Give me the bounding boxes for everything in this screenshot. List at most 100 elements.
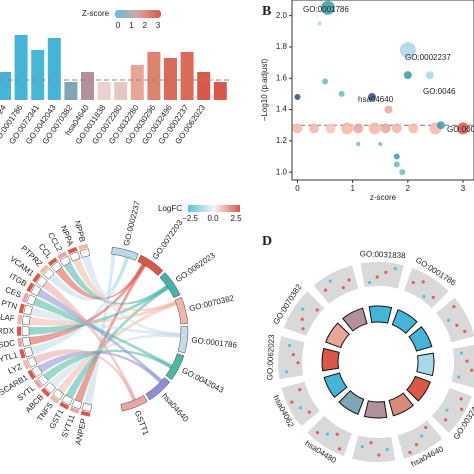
x-tick-label: 2	[406, 184, 411, 193]
bar	[64, 82, 78, 100]
dot	[385, 447, 389, 452]
point	[378, 142, 383, 146]
gene-logfc	[19, 348, 26, 359]
set-label: GO:0002237	[122, 200, 142, 247]
point	[399, 42, 416, 59]
dot	[414, 442, 419, 447]
point	[353, 123, 364, 134]
outer-sector	[313, 265, 359, 304]
set-arc	[159, 272, 181, 299]
bar	[47, 38, 61, 100]
ribbon	[29, 301, 177, 326]
annotation: GO:0001786	[303, 5, 349, 14]
dot	[315, 308, 319, 312]
dot	[455, 323, 459, 327]
gene-label: LYZ	[7, 362, 24, 376]
ribbon	[48, 256, 129, 301]
set-arc	[111, 247, 139, 261]
dot	[422, 294, 426, 299]
point	[436, 121, 445, 130]
dot	[408, 450, 412, 455]
y-axis-label: −Log10 (p.adjust)	[260, 58, 269, 121]
set-arc	[177, 326, 189, 354]
x-tick-label: 24	[0, 103, 8, 116]
bar	[213, 82, 227, 100]
gene-logfc	[33, 379, 43, 389]
legend-tick-label: −2.5	[182, 214, 198, 223]
set-arc	[174, 297, 189, 325]
set-label: GO:0042043	[180, 366, 225, 395]
point	[368, 122, 381, 135]
gene-logfc	[67, 246, 78, 255]
dot	[421, 280, 425, 284]
ribbon	[29, 285, 169, 336]
point	[322, 78, 329, 85]
outer-sector	[278, 336, 305, 380]
inner-segment	[388, 392, 414, 417]
dot	[465, 359, 469, 363]
set-label: GSTT1	[133, 409, 151, 437]
dot	[301, 327, 305, 331]
outer-sector	[397, 420, 443, 459]
gene-logfc	[17, 326, 22, 336]
gene-arc	[26, 294, 37, 306]
legend-tick-label: 3	[156, 21, 161, 30]
x-tick-label: 0	[295, 184, 300, 193]
point	[317, 21, 322, 26]
point	[309, 123, 320, 134]
point	[367, 93, 376, 102]
legend-title: Z-score	[82, 9, 110, 18]
dot	[424, 425, 428, 430]
gene-arc	[23, 346, 34, 358]
gene-logfc	[18, 303, 25, 314]
gene-label: SLAF	[0, 312, 15, 323]
x-axis-label: z-score	[370, 193, 397, 202]
gene-arc	[52, 388, 65, 401]
gene-arc	[26, 356, 38, 368]
point	[341, 122, 354, 135]
gene-arc	[22, 336, 31, 347]
inner-segment	[416, 352, 435, 377]
dot	[335, 432, 339, 436]
dot	[290, 400, 294, 404]
gene-logfc	[22, 359, 30, 370]
point	[393, 161, 400, 168]
inner-segment	[368, 305, 393, 324]
inner-segment	[391, 309, 418, 334]
legend-gradient	[188, 205, 240, 212]
gene-logfc	[78, 243, 89, 250]
gene-arc	[44, 381, 57, 394]
point	[408, 123, 419, 134]
point	[393, 153, 400, 160]
gene-logfc	[57, 251, 68, 260]
gene-arc	[36, 275, 48, 288]
set-arc	[120, 395, 148, 412]
inner-segment	[338, 390, 365, 415]
ribbon	[63, 262, 169, 305]
dot	[347, 278, 351, 282]
inner-segment	[342, 307, 368, 332]
dot	[315, 431, 320, 435]
ribbon	[43, 349, 173, 381]
legend-tick-label: 2	[142, 21, 147, 30]
y-tick-label: 1.8	[276, 42, 288, 51]
panel-label: D	[262, 234, 272, 249]
dot	[296, 361, 300, 365]
bar	[180, 52, 194, 100]
inner-segment	[323, 372, 348, 398]
dot	[452, 305, 456, 309]
outer-sector	[451, 345, 474, 388]
dot	[301, 307, 305, 311]
outer-sector	[360, 262, 404, 289]
set-label: hsa04640	[160, 391, 191, 424]
dot	[393, 267, 398, 271]
dot	[411, 280, 415, 285]
dot	[298, 406, 303, 410]
bar	[0, 72, 11, 100]
ribbon	[81, 255, 181, 337]
gene-arc	[50, 261, 63, 273]
inner-segment	[321, 347, 340, 372]
dot	[300, 317, 304, 321]
gene-logfc	[69, 406, 80, 414]
